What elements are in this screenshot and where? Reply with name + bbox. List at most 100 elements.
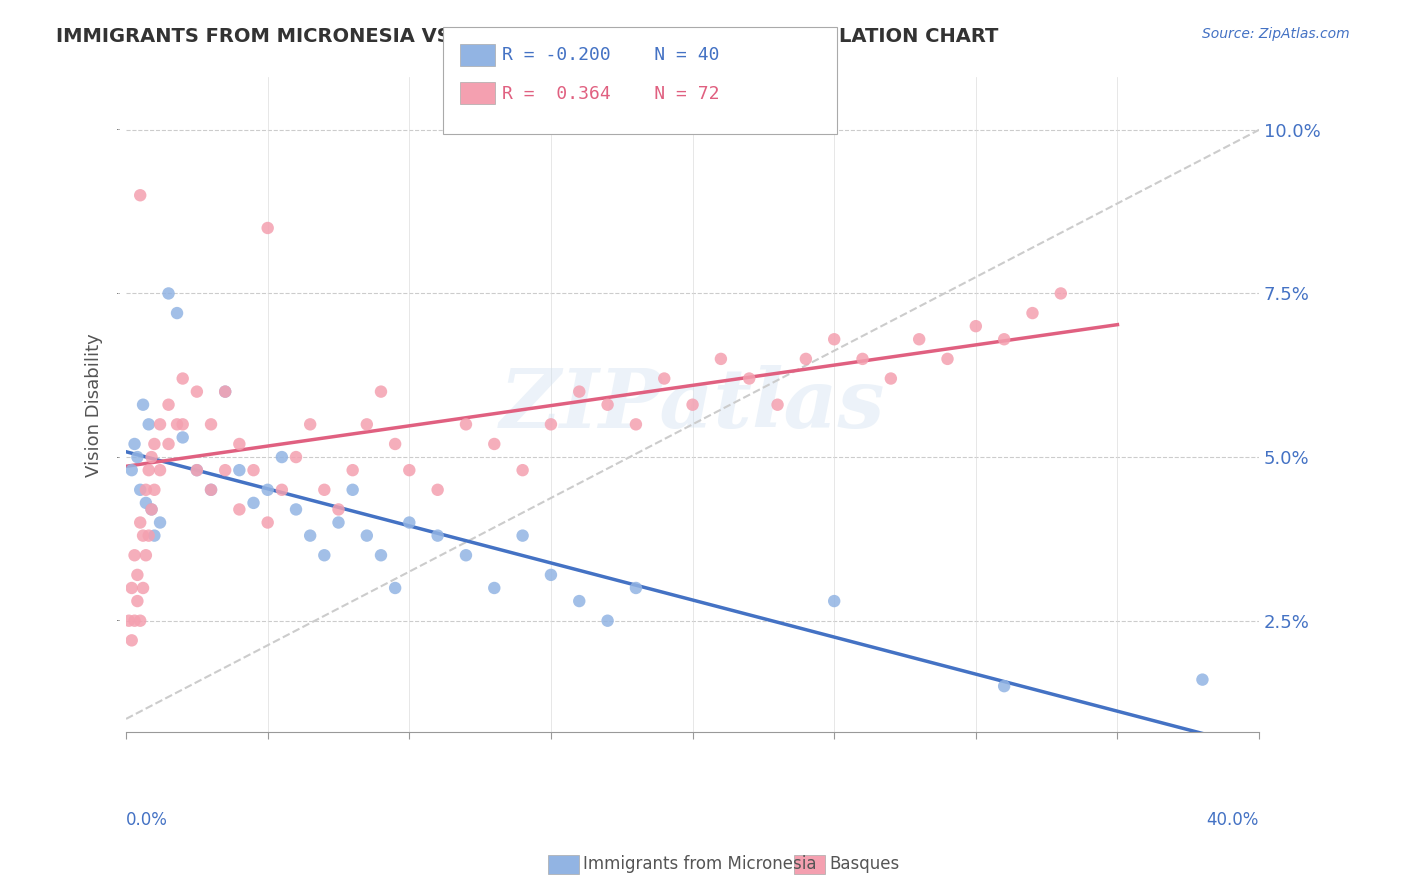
Point [794,351,817,366]
Point [738,371,761,385]
Point [993,679,1015,693]
Point [426,528,449,542]
Text: R =  0.364    N = 72: R = 0.364 N = 72 [502,85,720,103]
Point [568,594,591,608]
Point [121,633,143,648]
Point [965,319,987,334]
Point [214,384,236,399]
Point [370,384,392,399]
Point [132,581,155,595]
Point [299,528,322,542]
Point [118,614,141,628]
Point [398,516,420,530]
Text: Immigrants from Micronesia: Immigrants from Micronesia [583,855,817,873]
Point [512,463,534,477]
Point [256,483,278,497]
Point [540,567,562,582]
Point [342,463,364,477]
Point [710,351,733,366]
Point [540,417,562,432]
Point [129,188,152,202]
Point [138,528,160,542]
Point [426,483,449,497]
Point [186,463,208,477]
Point [172,430,194,444]
Point [129,516,152,530]
Point [135,548,157,562]
Point [1049,286,1071,301]
Point [143,483,166,497]
Point [186,384,208,399]
Point [568,384,591,399]
Point [141,502,163,516]
Point [384,581,406,595]
Point [328,502,350,516]
Text: 40.0%: 40.0% [1206,811,1260,829]
Point [342,483,364,497]
Point [242,496,264,510]
Point [143,528,166,542]
Point [132,398,155,412]
Point [484,437,506,451]
Point [200,483,222,497]
Point [166,306,188,320]
Point [228,463,250,477]
Point [908,332,931,346]
Point [157,286,180,301]
Point [454,417,477,432]
Point [200,483,222,497]
Text: R = -0.200    N = 40: R = -0.200 N = 40 [502,46,720,64]
Point [141,450,163,464]
Text: Basques: Basques [830,855,900,873]
Point [149,516,172,530]
Point [823,594,845,608]
Point [384,437,406,451]
Point [157,437,180,451]
Point [143,437,166,451]
Point [256,516,278,530]
Point [851,351,873,366]
Point [270,483,292,497]
Point [132,528,155,542]
Point [121,463,143,477]
Y-axis label: Vision Disability: Vision Disability [86,333,103,476]
Point [285,502,308,516]
Point [121,581,143,595]
Point [993,332,1015,346]
Point [124,548,146,562]
Text: IMMIGRANTS FROM MICRONESIA VS BASQUE VISION DISABILITY CORRELATION CHART: IMMIGRANTS FROM MICRONESIA VS BASQUE VIS… [56,27,998,45]
Point [328,516,350,530]
Point [149,417,172,432]
Point [200,417,222,432]
Point [624,417,647,432]
Point [596,614,619,628]
Point [172,417,194,432]
Point [314,483,336,497]
Point [127,594,149,608]
Point [127,567,149,582]
Point [124,614,146,628]
Point [141,502,163,516]
Point [214,384,236,399]
Point [157,398,180,412]
Point [936,351,959,366]
Text: 0.0%: 0.0% [127,811,167,829]
Point [129,483,152,497]
Point [356,528,378,542]
Point [1191,673,1213,687]
Point [135,483,157,497]
Point [256,221,278,235]
Point [314,548,336,562]
Point [370,548,392,562]
Point [285,450,308,464]
Point [172,371,194,385]
Point [652,371,675,385]
Point [624,581,647,595]
Point [242,463,264,477]
Point [124,437,146,451]
Point [149,463,172,477]
Point [228,437,250,451]
Point [127,450,149,464]
Text: Source: ZipAtlas.com: Source: ZipAtlas.com [1202,27,1350,41]
Point [135,496,157,510]
